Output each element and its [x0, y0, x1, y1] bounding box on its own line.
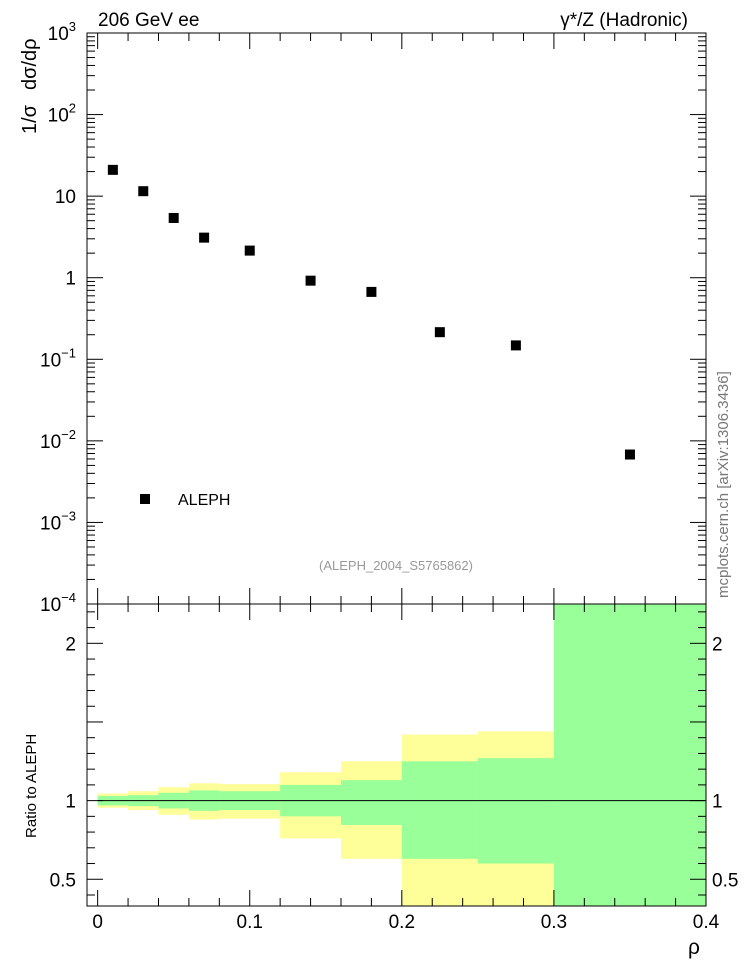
- ratio-y-tick-label-right: 2: [712, 634, 723, 655]
- x-tick-label: 0: [92, 912, 103, 933]
- main-y-tick-label: 1: [65, 269, 76, 290]
- data-point: [624, 449, 635, 460]
- ratio-y-tick-labels: 0.5 0.5 1 1 2 2: [50, 634, 739, 891]
- ratio-frame: [86, 603, 707, 907]
- data-point: [199, 232, 210, 243]
- energy-label: 206 GeV ee: [98, 10, 199, 31]
- main-data-points: [107, 164, 635, 460]
- data-point: [138, 186, 149, 197]
- main-frame: [86, 32, 707, 605]
- x-tick-label: 0.1: [237, 912, 263, 933]
- ratio-y-tick-label-left: 2: [65, 634, 76, 655]
- ratio-ticks: [87, 604, 707, 906]
- main-ylabel-part2: dσ/dρ: [19, 38, 41, 90]
- data-point: [434, 327, 445, 338]
- legend-marker: [140, 494, 150, 504]
- process-label: γ*/Z (Hadronic): [560, 10, 688, 31]
- main-y-tick-label: 10−3: [40, 508, 76, 534]
- analysis-label: (ALEPH_2004_S5765862): [319, 558, 473, 573]
- main-y-tick-label: 102: [48, 101, 76, 127]
- ratio-band-green: [553, 604, 706, 906]
- data-point: [107, 164, 118, 175]
- ratio-y-tick-label-left: 0.5: [50, 870, 76, 891]
- ratio-band-green: [340, 780, 402, 825]
- main-y-tick-label: 10: [55, 187, 76, 208]
- main-y-tick-label: 10−4: [40, 590, 76, 616]
- x-tick-label: 0.3: [541, 912, 567, 933]
- data-point: [366, 286, 377, 297]
- x-tick-label: 0.2: [389, 912, 415, 933]
- ratio-band-green: [477, 758, 554, 864]
- ratio-ylabel-text: Ratio to ALEPH: [23, 734, 40, 838]
- data-point: [168, 212, 179, 223]
- legend-label: ALEPH: [178, 492, 230, 509]
- side-label: mcplots.cern.ch [arXiv:1306.3436]: [715, 371, 732, 598]
- data-point: [244, 245, 255, 256]
- data-point: [305, 275, 316, 286]
- ratio-x-tick-labels: 0 0.1 0.2 0.3 0.4: [92, 912, 719, 933]
- main-y-tick-label: 10−1: [40, 345, 76, 371]
- ratio-y-tick-label-right: 0.5: [712, 870, 738, 891]
- main-ylabel: 1/σ dσ/dρ: [19, 38, 41, 134]
- x-tick-label: 0.4: [693, 912, 720, 933]
- side-label-text: mcplots.cern.ch [arXiv:1306.3436]: [715, 371, 732, 598]
- ratio-panel: 0.5 0.51 12 2 0 0.1 0.2 0.3 0.4 Ratio to ALEPH …: [23, 603, 739, 959]
- main-y-tick-label: 103: [48, 19, 76, 45]
- ratio-ylabel: Ratio to ALEPH: [23, 734, 40, 838]
- ratio-y-tick-label-left: 1: [65, 792, 76, 813]
- data-point: [510, 340, 521, 351]
- main-ylabel-part1: 1/σ: [19, 104, 41, 134]
- main-y-tick-label: 10−2: [40, 427, 76, 453]
- x-axis-label: ρ: [688, 936, 700, 959]
- ratio-band-green: [401, 761, 478, 859]
- ratio-bands: [97, 604, 706, 906]
- main-ticks: [87, 32, 707, 605]
- ratio-y-tick-label-right: 1: [712, 792, 723, 813]
